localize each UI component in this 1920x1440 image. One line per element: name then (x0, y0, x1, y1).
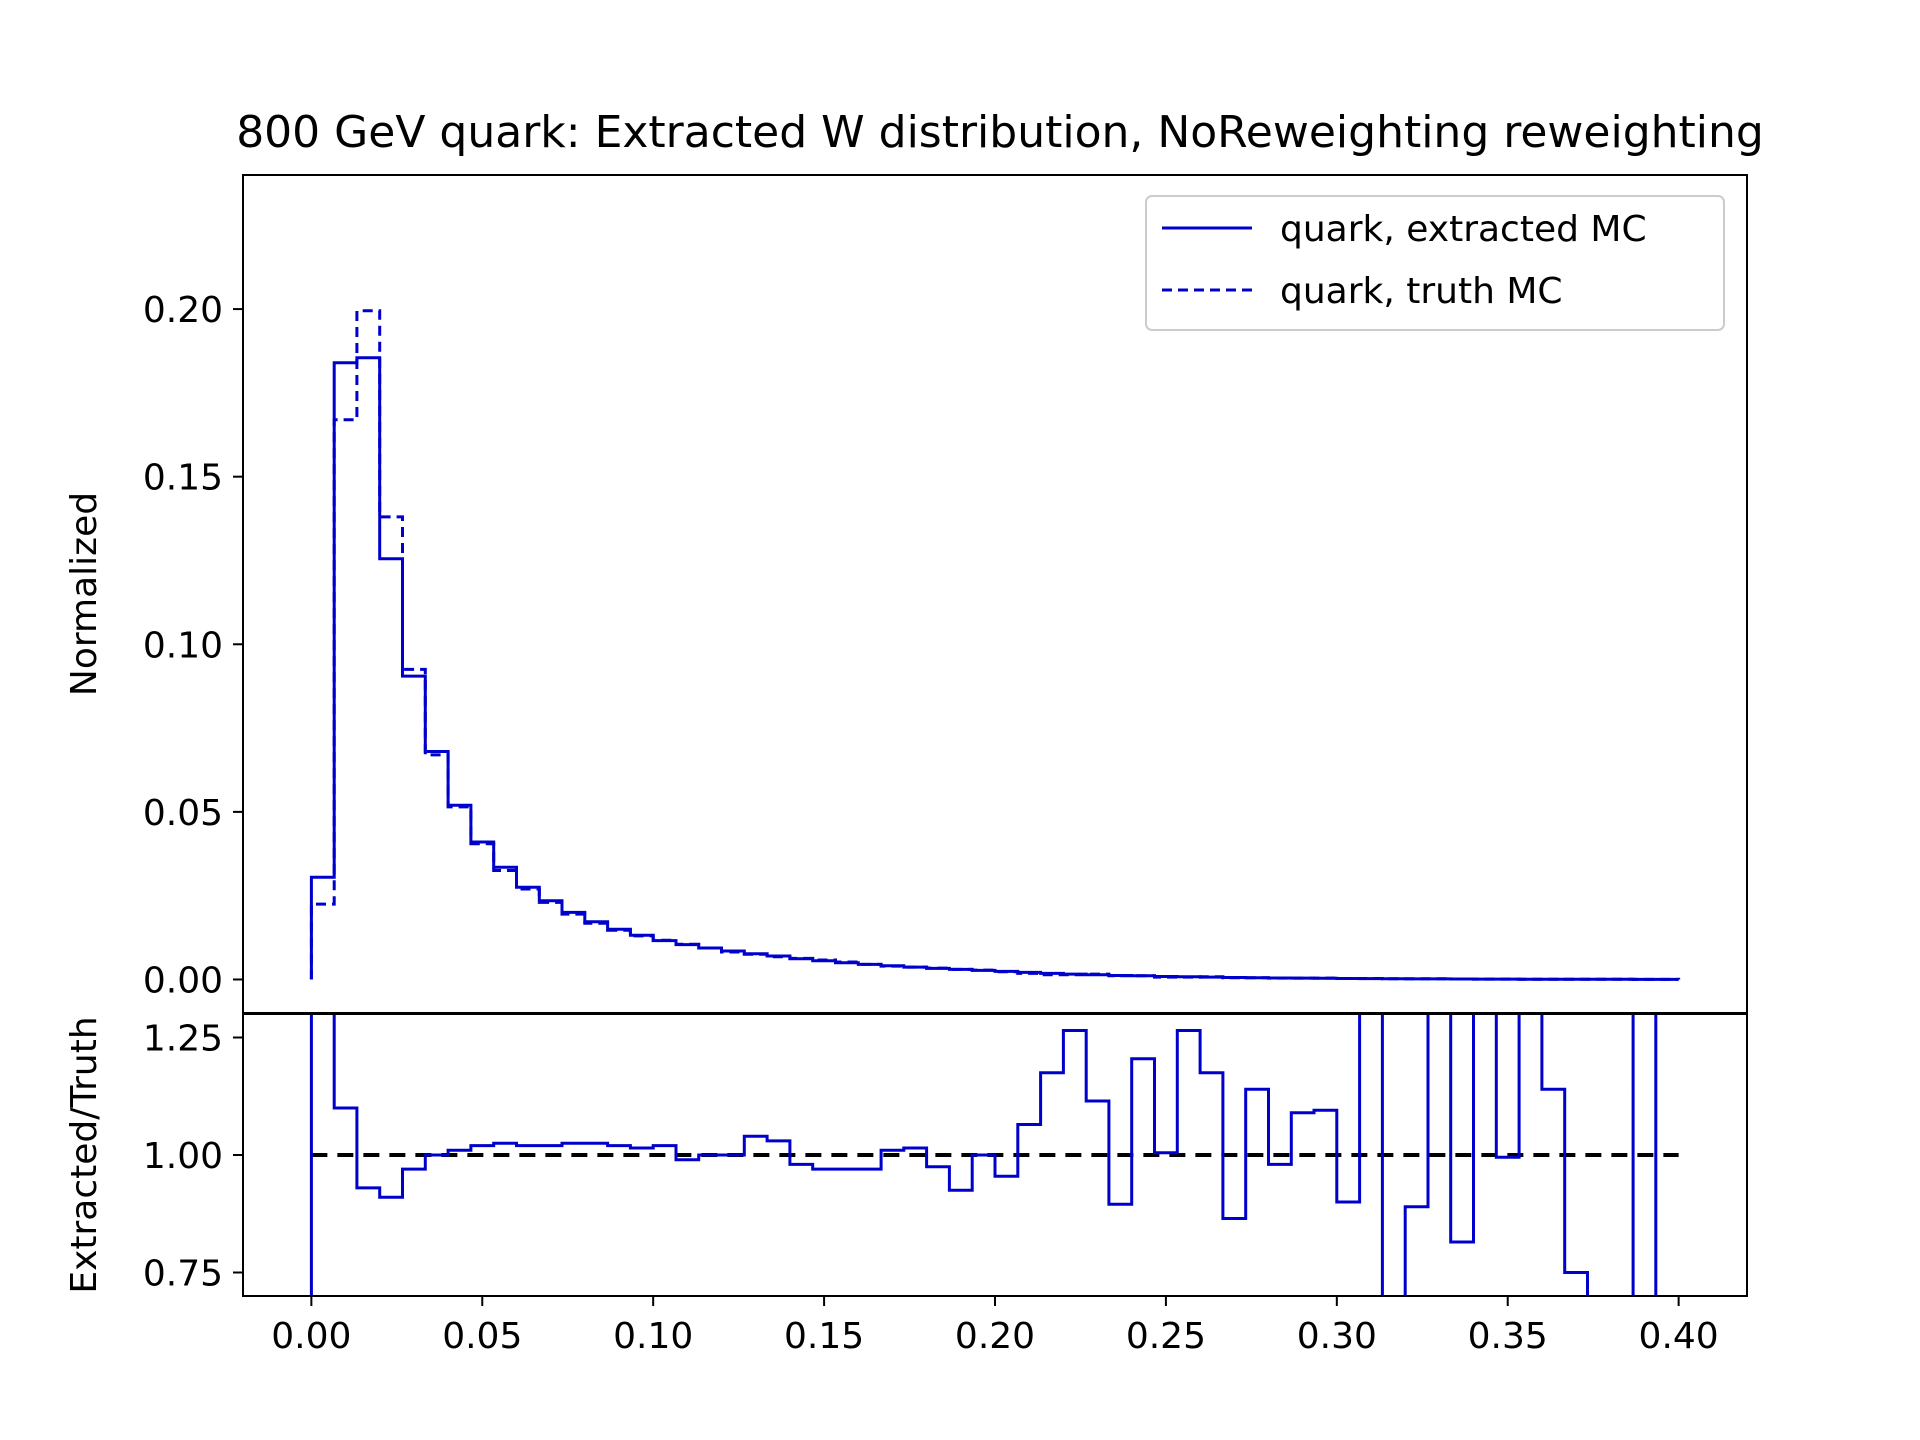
x-tick-label: 0.25 (1126, 1316, 1206, 1357)
ratio-y-tick-label: 1.00 (143, 1136, 223, 1177)
ratio-y-ticks: 0.75 1.00 1.25 (143, 1019, 243, 1295)
main-panel: 0.00 0.05 0.10 0.15 0.20 Normalized quark, e… (64, 174, 1748, 1014)
x-tick-label: 0.30 (1297, 1316, 1377, 1357)
ratio-series-group (309, 1014, 1679, 1296)
x-tick-label: 0.10 (613, 1316, 693, 1357)
x-tick-label: 0.15 (784, 1316, 864, 1357)
legend: quark, extracted MC quark, truth MC (1145, 195, 1725, 331)
legend-label-truth: quark, truth MC (1280, 271, 1563, 312)
main-y-tick-label: 0.10 (143, 625, 223, 666)
ratio-y-tick-label: 1.25 (143, 1019, 223, 1060)
main-y-ticks: 0.00 0.05 0.10 0.15 0.20 (143, 290, 243, 1001)
ratio-y-axis-label: Extracted/Truth (64, 1016, 105, 1293)
legend-box (1145, 195, 1725, 331)
x-tick-label: 0.40 (1639, 1316, 1719, 1357)
series-truth-mc (309, 309, 1681, 981)
series-ratio (309, 1014, 1658, 1296)
main-y-tick-label: 0.15 (143, 458, 223, 499)
x-ticks: 0.00 0.05 0.10 0.15 0.20 0.25 0.30 0.35 0.40 (271, 1296, 1719, 1357)
x-tick-label: 0.20 (955, 1316, 1035, 1357)
legend-label-extracted: quark, extracted MC (1280, 209, 1647, 250)
main-y-tick-label: 0.00 (143, 960, 223, 1001)
chart-title: 800 GeV quark: Extracted W distribution,… (236, 107, 1764, 158)
main-y-tick-label: 0.20 (143, 290, 223, 331)
main-series-group (309, 309, 1681, 981)
x-tick-label: 0.35 (1468, 1316, 1548, 1357)
ratio-panel: 0.75 1.00 1.25 Extracted/Truth 0.00 0.05 0.1… (64, 1013, 1748, 1357)
main-y-tick-label: 0.05 (143, 793, 223, 834)
main-y-axis-label: Normalized (64, 492, 105, 696)
ratio-y-tick-label: 0.75 (143, 1254, 223, 1295)
x-tick-label: 0.05 (442, 1316, 522, 1357)
x-tick-label: 0.00 (271, 1316, 351, 1357)
